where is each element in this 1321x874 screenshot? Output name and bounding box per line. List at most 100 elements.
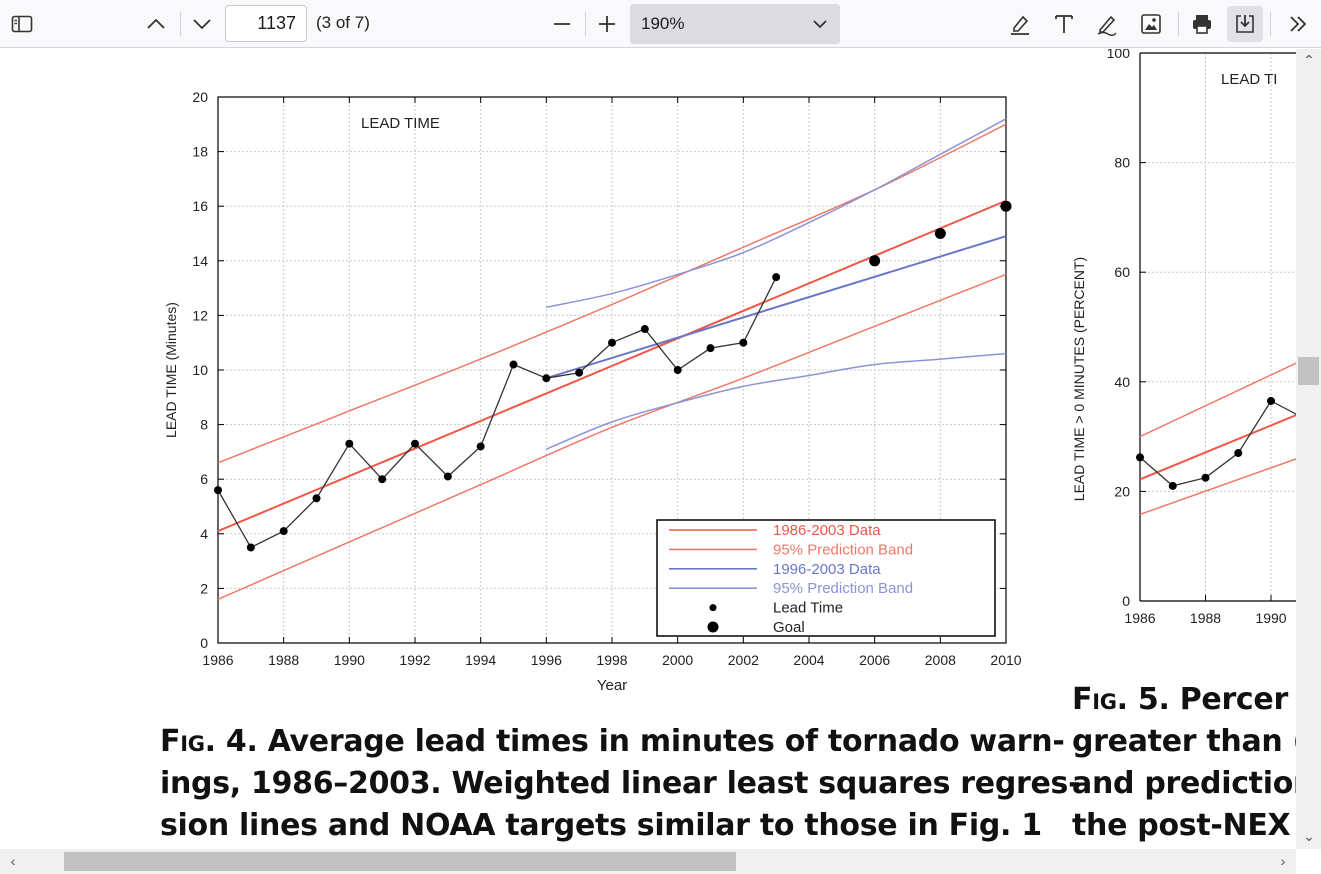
vertical-scrollbar[interactable]: ⌃ ⌄ bbox=[1296, 49, 1321, 849]
sidebar-toggle-button[interactable] bbox=[4, 6, 40, 42]
chart-title: LEAD TI bbox=[1221, 71, 1277, 88]
caption-text: sion lines and NOAA targets similar to t… bbox=[160, 808, 1042, 843]
print-button[interactable] bbox=[1184, 6, 1220, 42]
toolbar-separator bbox=[1178, 12, 1179, 36]
x-tick-label: 2002 bbox=[728, 652, 759, 668]
toolbar-separator bbox=[1270, 12, 1271, 36]
y-tick-label: 60 bbox=[1114, 264, 1130, 280]
text-icon bbox=[1055, 15, 1073, 33]
chart-title: LEAD TIME bbox=[361, 115, 440, 132]
minus-icon bbox=[554, 23, 570, 25]
draw-button[interactable] bbox=[1089, 6, 1125, 42]
legend-label: Goal bbox=[773, 619, 805, 636]
lead-time-point bbox=[1168, 481, 1177, 490]
x-tick-label: 1990 bbox=[1255, 610, 1286, 626]
zoom-select[interactable]: 190% bbox=[630, 4, 840, 44]
x-tick-label: 1986 bbox=[202, 652, 233, 668]
save-icon bbox=[1236, 15, 1254, 33]
lead-time-point bbox=[608, 338, 616, 347]
scroll-up-icon[interactable]: ⌃ bbox=[1303, 52, 1315, 68]
legend-marker bbox=[709, 604, 717, 612]
toolbar: (3 of 7) 190% bbox=[0, 0, 1321, 48]
lead-time-point bbox=[772, 273, 781, 282]
highlight-icon bbox=[1011, 15, 1029, 35]
zoom-value: 190% bbox=[641, 14, 685, 33]
x-tick-label: 2000 bbox=[662, 652, 693, 668]
y-axis-label: LEAD TIME (Minutes) bbox=[163, 302, 179, 438]
caption-label: Fig. 4. bbox=[160, 724, 258, 759]
page-number-input[interactable] bbox=[225, 5, 307, 42]
horizontal-scrollbar[interactable]: ‹ › bbox=[0, 849, 1296, 874]
x-tick-label: 1998 bbox=[596, 652, 627, 668]
y-tick-label: 40 bbox=[1114, 374, 1130, 390]
zoom-out-button[interactable] bbox=[544, 6, 580, 42]
y-tick-label: 6 bbox=[200, 471, 208, 487]
y-tick-label: 20 bbox=[192, 89, 208, 105]
red-lower-band bbox=[1139, 458, 1296, 516]
blue-upper-band bbox=[546, 118, 1007, 308]
x-tick-label: 1990 bbox=[334, 652, 365, 668]
lead-time-point bbox=[706, 344, 715, 353]
sidebar-toggle-icon bbox=[11, 15, 33, 33]
figure-5-chart: 1986 1988 1990 0 20 40 60 80 100 LEAD TIME > 0 MI… bbox=[1071, 49, 1296, 626]
lead-time-point bbox=[1201, 473, 1210, 482]
red-lower-band bbox=[217, 273, 1007, 601]
lead-time-point bbox=[1234, 449, 1243, 458]
lead-time-point bbox=[575, 368, 584, 377]
x-tick-label: 1994 bbox=[465, 652, 496, 668]
x-tick-label: 2010 bbox=[990, 652, 1021, 668]
legend-label: 95% Prediction Band bbox=[773, 580, 913, 597]
scroll-down-icon[interactable]: ⌄ bbox=[1303, 828, 1315, 844]
highlight-button[interactable] bbox=[1002, 6, 1038, 42]
lead-time-point bbox=[1267, 396, 1275, 405]
y-tick-label: 12 bbox=[192, 307, 208, 323]
document-viewer[interactable]: 1986 1988 1990 1992 1994 1996 1998 2000 2002 2004… bbox=[0, 49, 1296, 849]
draw-icon bbox=[1097, 15, 1117, 36]
lead-time-point bbox=[1136, 453, 1144, 462]
y-tick-label: 18 bbox=[192, 144, 208, 160]
more-tools-icon bbox=[1290, 16, 1307, 32]
caption-text: the post-NEX bbox=[1072, 808, 1291, 843]
more-tools-button[interactable] bbox=[1280, 6, 1316, 42]
blue-lower-band bbox=[546, 352, 1007, 450]
caption-label: Fig. 5. bbox=[1072, 682, 1170, 717]
text-button[interactable] bbox=[1046, 6, 1082, 42]
y-tick-label: 80 bbox=[1114, 155, 1130, 171]
toolbar-separator bbox=[585, 12, 586, 36]
plus-icon bbox=[599, 16, 615, 32]
y-tick-label: 2 bbox=[200, 580, 208, 596]
lead-time-point bbox=[476, 442, 485, 451]
y-tick-label: 0 bbox=[200, 635, 208, 651]
legend-box bbox=[656, 519, 996, 637]
chevron-down-icon bbox=[193, 19, 211, 30]
lead-time-line bbox=[217, 276, 777, 549]
lead-time-point bbox=[279, 527, 288, 536]
zoom-in-button[interactable] bbox=[589, 6, 625, 42]
next-page-button[interactable] bbox=[184, 6, 220, 42]
x-tick-label: 1988 bbox=[1190, 610, 1221, 626]
scroll-right-icon[interactable]: › bbox=[1280, 853, 1286, 869]
lead-time-point bbox=[411, 439, 419, 448]
vertical-scroll-thumb[interactable] bbox=[1298, 357, 1319, 385]
print-icon bbox=[1193, 15, 1211, 34]
x-axis-label: Year bbox=[597, 677, 627, 694]
horizontal-scroll-thumb[interactable] bbox=[64, 852, 736, 871]
lead-time-point bbox=[378, 475, 387, 484]
legend-marker bbox=[707, 621, 719, 633]
add-image-button[interactable] bbox=[1133, 6, 1169, 42]
y-tick-label: 14 bbox=[192, 253, 208, 269]
caption-text: and predictior bbox=[1072, 766, 1296, 801]
previous-page-button[interactable] bbox=[138, 6, 174, 42]
scroll-left-icon[interactable]: ‹ bbox=[10, 853, 16, 869]
lead-time-point bbox=[640, 325, 649, 334]
chevron-up-icon bbox=[147, 18, 165, 29]
goal-point bbox=[1000, 200, 1012, 212]
x-tick-label: 1996 bbox=[531, 652, 562, 668]
save-button[interactable] bbox=[1227, 6, 1263, 42]
toolbar-separator bbox=[180, 12, 181, 36]
x-tick-label: 2006 bbox=[859, 652, 890, 668]
y-tick-label: 100 bbox=[1107, 49, 1131, 61]
caption-text: ings, 1986–2003. Weighted linear least s… bbox=[160, 766, 1081, 801]
plot-frame bbox=[217, 96, 1007, 644]
